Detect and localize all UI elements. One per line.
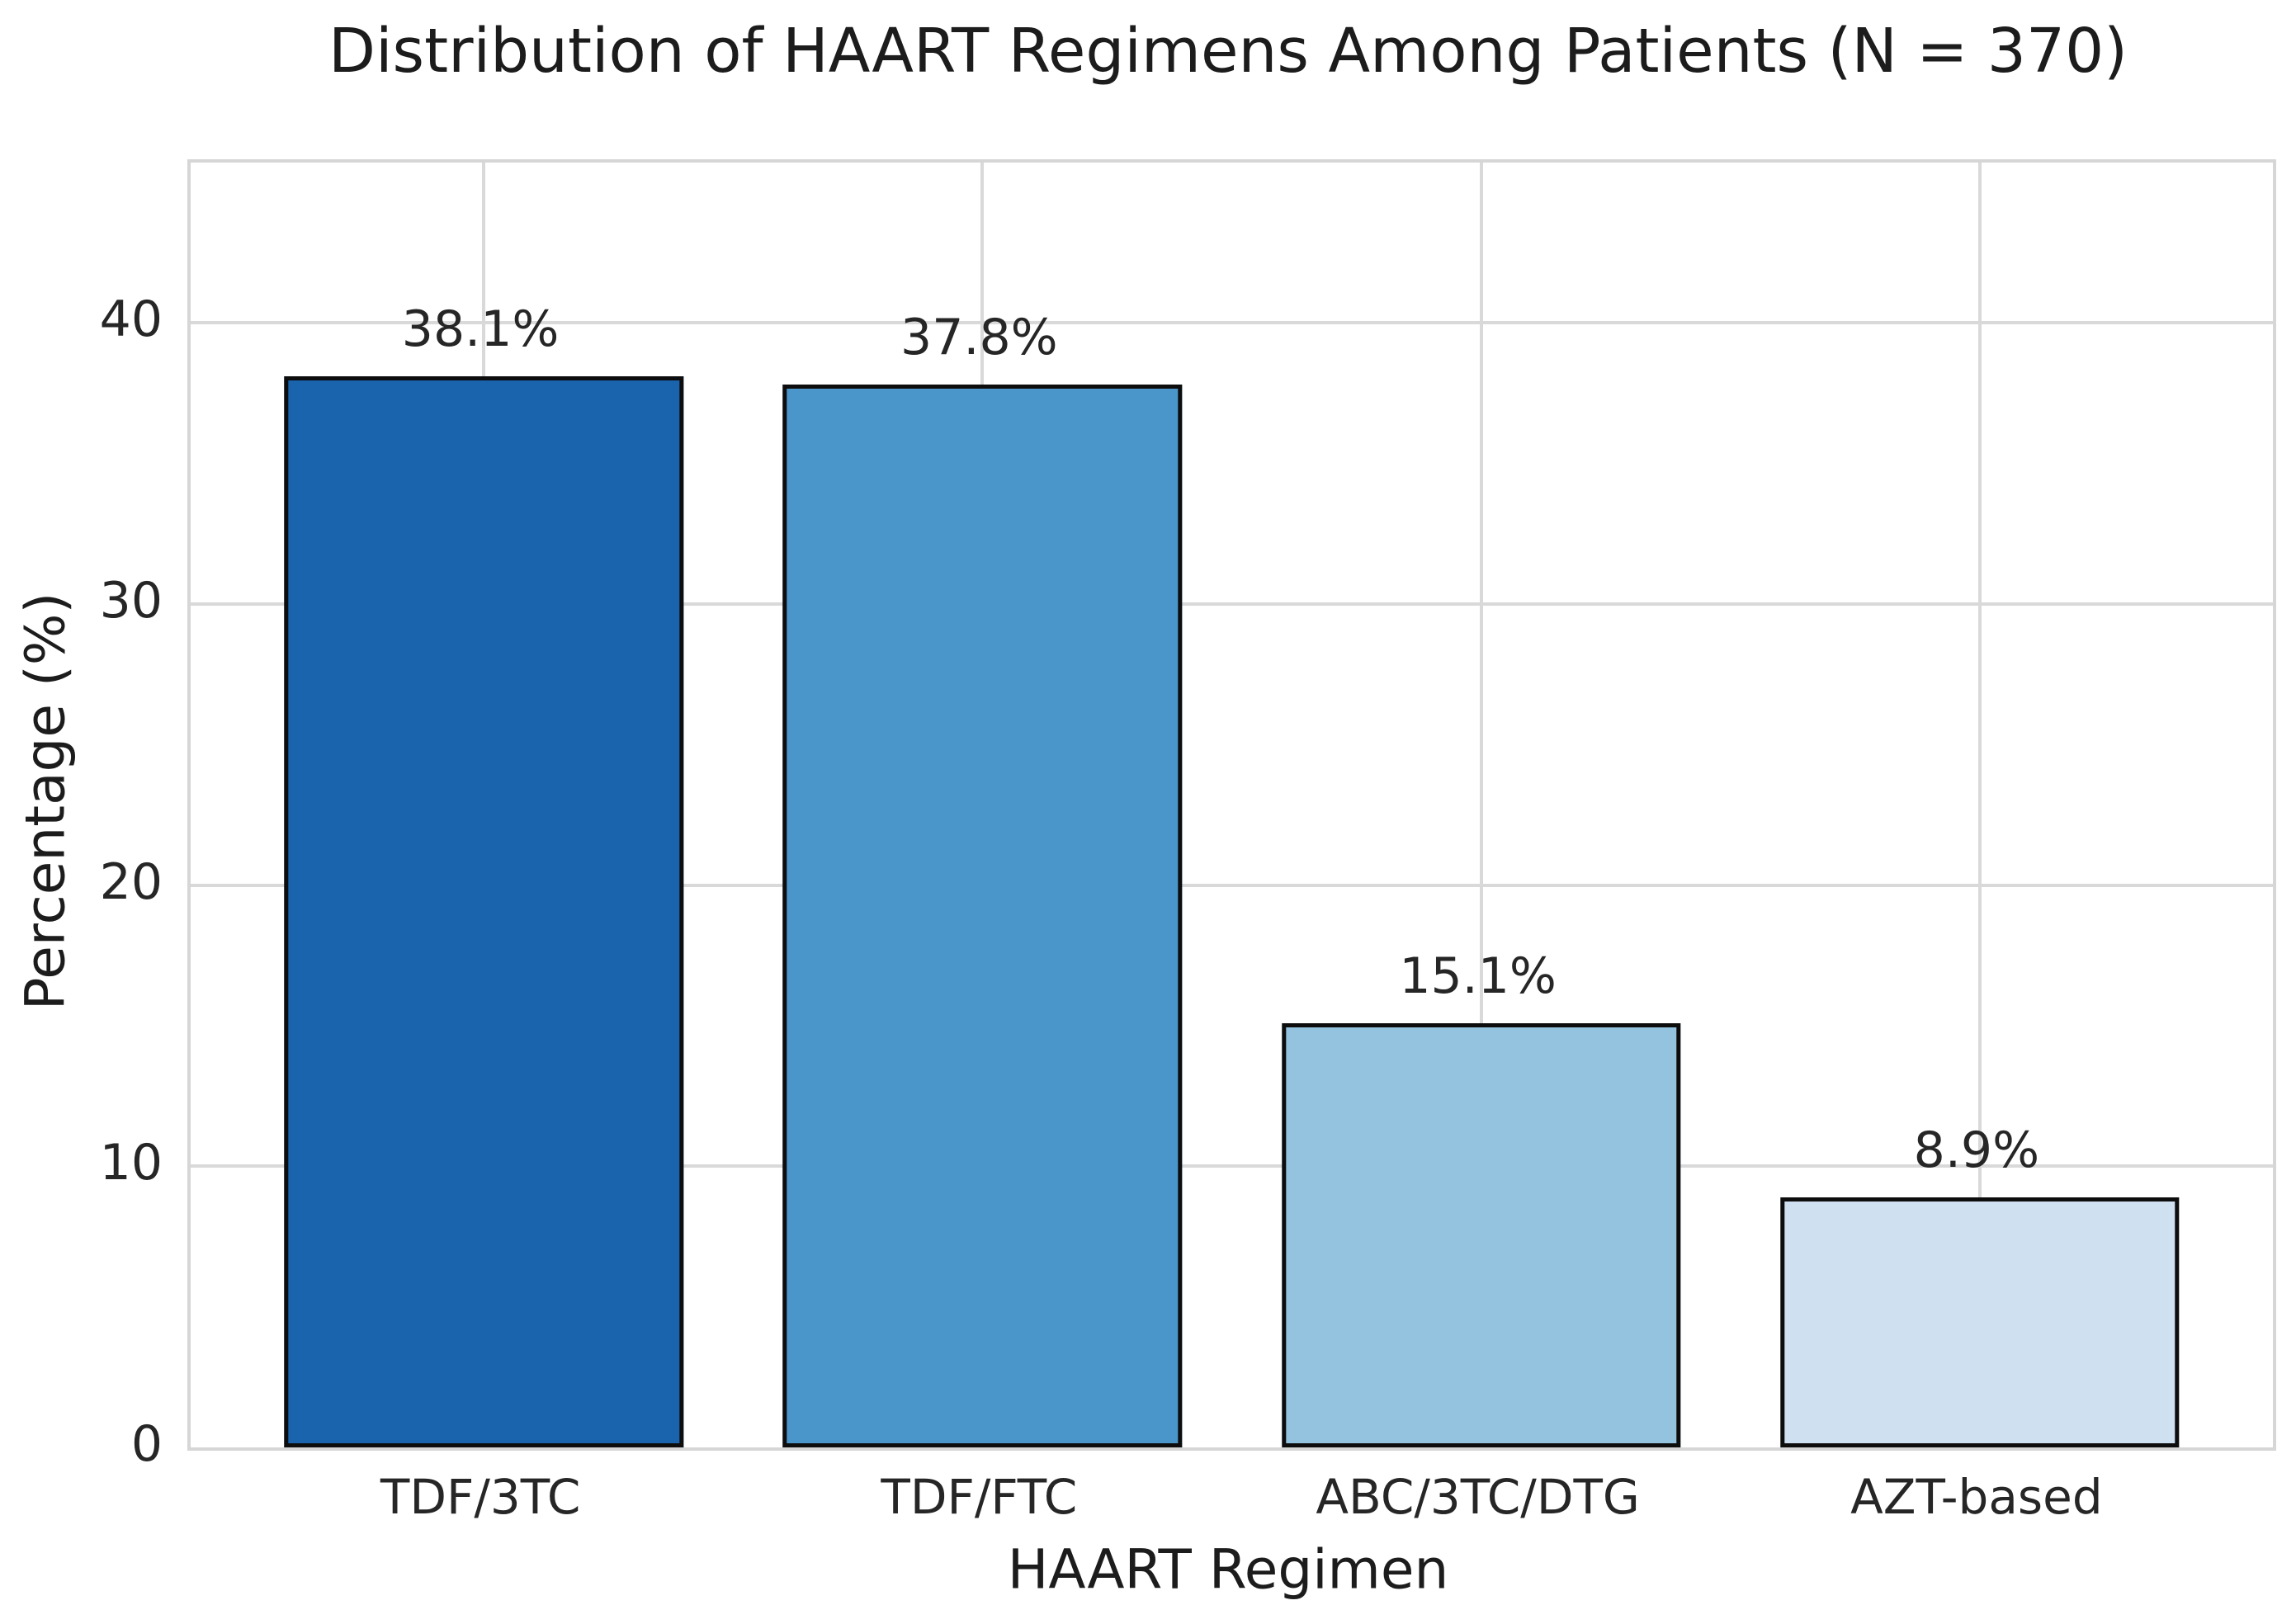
x-axis-tick-label: TDF/3TC xyxy=(380,1469,581,1525)
h-gridline xyxy=(191,602,2273,606)
x-axis-tick-label: TDF/FTC xyxy=(881,1469,1078,1525)
bar-value-label: 38.1% xyxy=(401,300,560,358)
bar-value-label: 37.8% xyxy=(900,309,1058,367)
bar-tdf-ftc xyxy=(782,385,1183,1447)
y-axis-label: Percentage (%) xyxy=(13,592,78,1011)
x-axis-tick-label: AZT-based xyxy=(1850,1469,2103,1525)
h-gridline xyxy=(191,883,2273,887)
chart-title: Distribution of HAART Regimens Among Pat… xyxy=(328,16,2128,87)
bar-tdf-3tc xyxy=(284,375,683,1447)
h-gridline xyxy=(191,1164,2273,1168)
v-gridline xyxy=(1977,163,1982,1447)
y-axis-tick-label: 0 xyxy=(130,1415,163,1473)
bar-value-label: 15.1% xyxy=(1399,947,1557,1005)
v-gridline xyxy=(1479,163,1483,1447)
y-axis-tick-label: 30 xyxy=(99,571,163,630)
bar-value-label: 8.9% xyxy=(1913,1121,2040,1179)
x-axis-label: HAART Regimen xyxy=(1007,1537,1449,1602)
h-gridline xyxy=(191,321,2273,325)
bar-azt-based xyxy=(1780,1197,2180,1447)
plot-area xyxy=(187,159,2276,1451)
y-axis-tick-label: 40 xyxy=(99,290,163,349)
y-axis-tick-label: 20 xyxy=(99,852,163,911)
x-axis-tick-label: ABC/3TC/DTG xyxy=(1316,1469,1640,1525)
bar-abc-3tc-dtg xyxy=(1281,1022,1681,1447)
y-axis-tick-label: 10 xyxy=(99,1134,163,1192)
